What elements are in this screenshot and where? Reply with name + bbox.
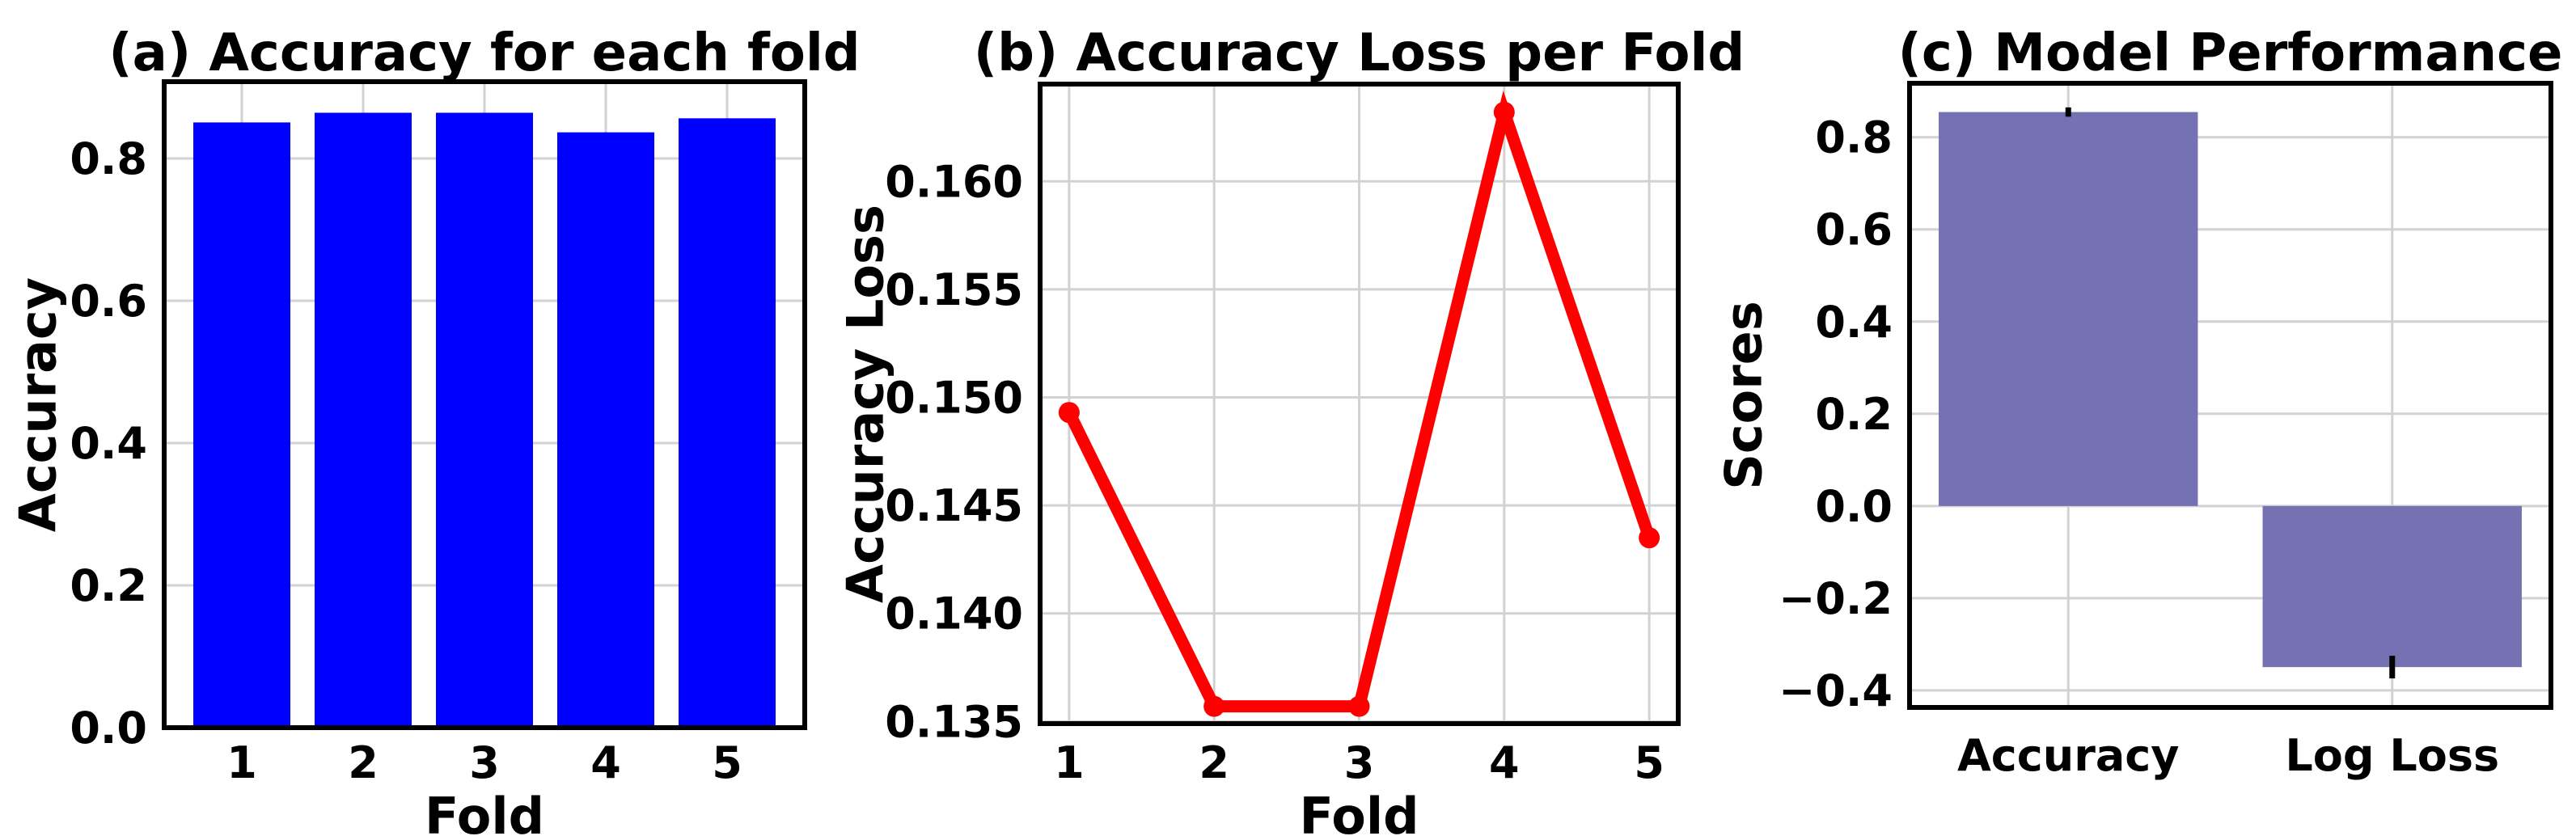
y-tick-label: 0.135 bbox=[885, 696, 1023, 747]
bar-c-1 bbox=[2262, 505, 2522, 668]
chart-panel-a: 0.0 0.2 0.4 0.6 0.8 1 2 3 4 5 (a) Accuracy for eac… bbox=[0, 0, 861, 836]
y-axis-label: Accuracy Loss bbox=[836, 205, 895, 603]
chart-title: (a) Accuracy for each fold bbox=[108, 23, 860, 83]
y-tick-label: 0.150 bbox=[885, 372, 1023, 423]
y-tick-label: 0.155 bbox=[885, 264, 1023, 315]
bar-a-0 bbox=[193, 122, 290, 728]
x-tick-label: 4 bbox=[1489, 737, 1520, 788]
data-point-1 bbox=[1203, 695, 1225, 717]
y-tick-label: 0.8 bbox=[1815, 112, 1893, 163]
chart-a-svg: 0.0 0.2 0.4 0.6 0.8 1 2 3 4 5 (a) Accuracy for eac… bbox=[9, 23, 861, 836]
x-axis-label: Fold bbox=[425, 787, 544, 836]
y-tick-label: 0.6 bbox=[1815, 205, 1893, 255]
bar-a-1 bbox=[315, 112, 412, 728]
axis-spine bbox=[1907, 81, 2553, 710]
chart-c-svg: 0.8 0.6 0.4 0.2 0.0 −0.2 −0.4 Accuracy Log Loss (… bbox=[1715, 23, 2563, 781]
y-tick-label: −0.2 bbox=[1779, 573, 1893, 624]
y-tick-label: 0.0 bbox=[1815, 481, 1893, 532]
axis-spine bbox=[1038, 82, 1681, 726]
y-tick-label: 0.4 bbox=[1815, 297, 1893, 348]
chart-panel-c: 0.8 0.6 0.4 0.2 0.0 −0.2 −0.4 Accuracy Log Loss (… bbox=[1707, 0, 2576, 836]
y-tick-label: 0.2 bbox=[70, 560, 147, 611]
x-tick-label: 5 bbox=[712, 737, 742, 788]
data-point-3 bbox=[1493, 101, 1515, 123]
chart-panel-b: 0.135 0.140 0.145 0.150 0.155 0.160 1 2 3 4 5 (b) A… bbox=[833, 0, 1745, 836]
chart-title: (b) Accuracy Loss per Fold bbox=[974, 23, 1745, 83]
x-tick-label: 4 bbox=[590, 737, 621, 788]
data-point-4 bbox=[1639, 527, 1660, 549]
bar-c-0 bbox=[1939, 112, 2198, 506]
y-tick-label: 0.2 bbox=[1815, 389, 1893, 440]
x-tick-label: 2 bbox=[348, 737, 379, 788]
x-tick-label: 3 bbox=[469, 737, 500, 788]
y-tick-label: 0.0 bbox=[70, 703, 147, 754]
x-tick-label: 1 bbox=[1054, 737, 1085, 788]
y-tick-label: 0.6 bbox=[70, 276, 147, 327]
y-axis-label: Scores bbox=[1715, 301, 1774, 490]
y-tick-label: 0.4 bbox=[70, 418, 147, 469]
x-tick-label: 3 bbox=[1344, 737, 1375, 788]
x-axis-label: Fold bbox=[1299, 787, 1419, 836]
y-tick-label: −0.4 bbox=[1779, 665, 1893, 716]
y-tick-label: 0.145 bbox=[885, 480, 1023, 531]
bar-a-4 bbox=[679, 118, 776, 728]
x-tick-label: Accuracy bbox=[1957, 730, 2180, 781]
y-tick-label: 0.160 bbox=[885, 156, 1023, 207]
x-tick-label: 5 bbox=[1634, 737, 1664, 788]
y-tick-label: 0.8 bbox=[70, 133, 147, 184]
x-tick-label: 2 bbox=[1199, 737, 1229, 788]
y-axis-label: Accuracy bbox=[9, 277, 68, 532]
data-point-2 bbox=[1348, 695, 1370, 717]
y-tick-label: 0.140 bbox=[885, 589, 1023, 640]
data-point-0 bbox=[1058, 402, 1080, 424]
chart-b-svg: 0.135 0.140 0.145 0.150 0.155 0.160 1 2 3 4 5 (b) A… bbox=[836, 23, 1745, 836]
bar-a-2 bbox=[436, 112, 533, 728]
x-tick-label: 1 bbox=[226, 737, 257, 788]
bar-a-3 bbox=[557, 132, 654, 728]
axis-spine bbox=[162, 79, 807, 730]
x-tick-label: Log Loss bbox=[2285, 730, 2499, 781]
chart-title: (c) Model Performance bbox=[1898, 23, 2563, 83]
